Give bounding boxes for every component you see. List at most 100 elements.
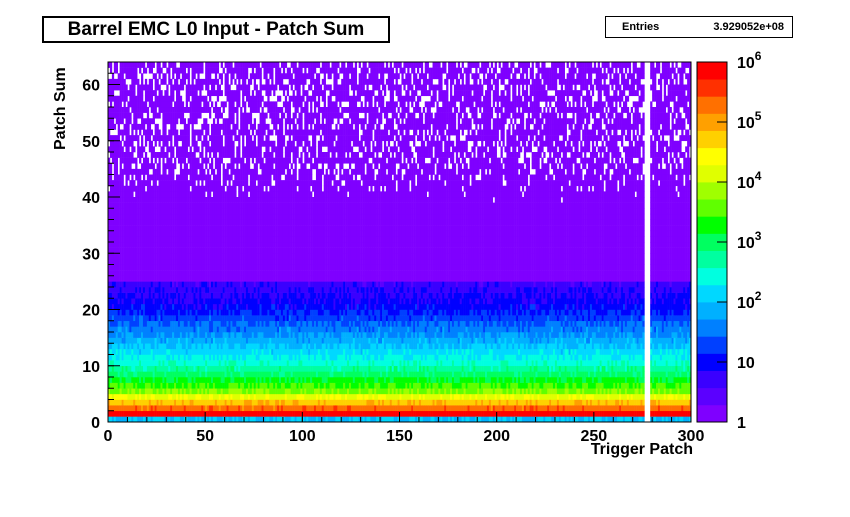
heatmap-cell	[214, 174, 218, 181]
heatmap-cell	[242, 326, 245, 333]
heatmap-cell	[183, 202, 187, 209]
heatmap-cell	[185, 174, 188, 181]
heatmap-cell	[209, 326, 212, 333]
heatmap-cell	[228, 95, 231, 102]
heatmap-cell	[181, 135, 185, 142]
heatmap-cell	[125, 135, 128, 142]
heatmap-cell	[187, 320, 190, 327]
heatmap-cell	[232, 242, 235, 248]
heatmap-cell	[133, 78, 136, 85]
heatmap-cell	[139, 410, 142, 417]
heatmap-cell	[170, 270, 173, 277]
heatmap-cell	[119, 360, 122, 367]
heatmap-cell	[232, 270, 235, 277]
heatmap-cell	[222, 315, 225, 322]
heatmap-cell	[261, 180, 264, 187]
heatmap-cell	[253, 393, 256, 400]
heatmap-cell	[139, 225, 142, 232]
heatmap-cell	[108, 191, 111, 198]
heatmap-cell	[226, 129, 229, 136]
heatmap-cell	[199, 197, 202, 203]
heatmap-cell	[117, 152, 120, 158]
heatmap-cell	[203, 123, 206, 130]
heatmap-cell	[115, 315, 119, 322]
heatmap-cell	[242, 213, 245, 220]
heatmap-cell	[224, 236, 227, 243]
heatmap-cell	[230, 112, 233, 119]
heatmap-cell	[137, 174, 140, 181]
heatmap-cell	[212, 213, 216, 220]
heatmap-cell	[224, 101, 227, 108]
heatmap-cell	[201, 309, 204, 316]
heatmap-cell	[197, 416, 200, 423]
heatmap-cell	[187, 78, 190, 85]
heatmap-cell	[218, 292, 222, 299]
heatmap-cell	[131, 354, 134, 361]
heatmap-cell	[228, 242, 231, 248]
heatmap-cell	[117, 360, 120, 367]
heatmap-cell	[168, 410, 171, 417]
heatmap-cell	[240, 320, 243, 327]
heatmap-cell	[195, 360, 198, 367]
heatmap-cell	[168, 174, 171, 181]
heatmap-cell	[108, 405, 111, 412]
heatmap-cell	[201, 320, 204, 327]
heatmap-cell	[109, 287, 113, 293]
heatmap-cell	[242, 264, 245, 271]
heatmap-cell	[273, 360, 276, 367]
heatmap-cell	[139, 62, 142, 68]
heatmap-cell	[193, 354, 196, 361]
heatmap-cell	[189, 180, 192, 187]
heatmap-cell	[152, 320, 155, 327]
heatmap-cell	[119, 382, 122, 389]
heatmap-cell	[142, 185, 146, 192]
heatmap-cell	[245, 264, 249, 271]
heatmap-cell	[166, 118, 169, 125]
heatmap-cell	[181, 112, 185, 119]
heatmap-cell	[133, 303, 136, 310]
heatmap-cell	[176, 197, 179, 203]
heatmap-cell	[265, 253, 268, 260]
heatmap-cell	[201, 258, 204, 265]
heatmap-cell	[129, 208, 132, 215]
heatmap-cell	[220, 185, 223, 192]
heatmap-cell	[125, 253, 128, 260]
heatmap-cell	[160, 258, 163, 265]
heatmap-cell	[133, 275, 136, 282]
heatmap-cell	[127, 348, 130, 355]
heatmap-cell	[129, 371, 132, 378]
heatmap-cell	[183, 399, 187, 406]
heatmap-cell	[191, 107, 194, 113]
heatmap-cell	[179, 388, 183, 395]
heatmap-cell	[156, 213, 159, 220]
heatmap-cell	[146, 382, 150, 389]
heatmap-cell	[127, 213, 130, 220]
heatmap-cell	[197, 208, 200, 215]
heatmap-cell	[261, 84, 264, 91]
heatmap-cell	[162, 202, 165, 209]
heatmap-cell	[150, 174, 153, 181]
heatmap-cell	[166, 146, 169, 153]
heatmap-cell	[137, 348, 140, 355]
heatmap-cell	[228, 208, 231, 215]
heatmap-cell	[146, 377, 150, 383]
heatmap-cell	[164, 309, 167, 316]
heatmap-cell	[125, 360, 128, 367]
heatmap-cell	[232, 343, 235, 350]
heatmap-cell	[267, 146, 270, 153]
heatmap-cell	[115, 377, 119, 383]
heatmap-cell	[158, 157, 161, 164]
heatmap-cell	[121, 129, 124, 136]
heatmap-cell	[131, 146, 134, 153]
heatmap-cell	[113, 168, 117, 175]
heatmap-cell	[259, 101, 262, 108]
heatmap-cell	[216, 236, 220, 243]
heatmap-cell	[238, 67, 241, 74]
heatmap-cell	[247, 129, 251, 136]
heatmap-cell	[244, 270, 247, 277]
heatmap-cell	[148, 146, 152, 153]
heatmap-cell	[166, 326, 169, 333]
heatmap-cell	[257, 416, 260, 423]
heatmap-cell	[236, 197, 239, 203]
heatmap-cell	[211, 320, 214, 327]
